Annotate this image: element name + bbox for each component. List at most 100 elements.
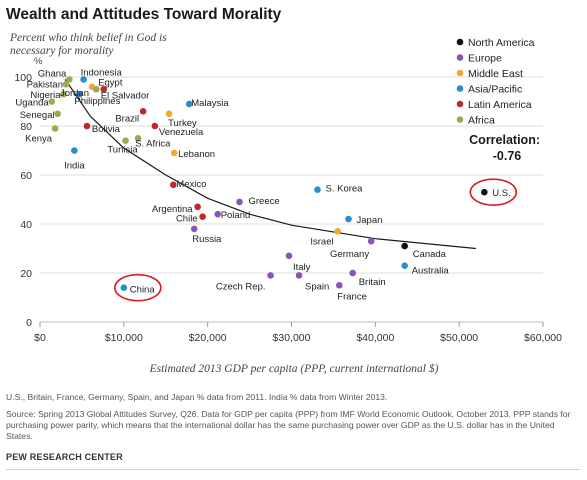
point-mexico [169, 181, 177, 189]
label-jordan: Jordan [60, 88, 89, 99]
point-indonesia [80, 76, 87, 83]
point-el-salvador [100, 85, 108, 93]
point-france [335, 281, 343, 289]
point-venezuela [151, 122, 159, 130]
point-bolivia [83, 122, 91, 130]
legend: North America Europe Middle East Asia/Pacif… [456, 37, 540, 163]
legend-swatch-asia-pacific [456, 85, 464, 92]
point-philippines [76, 90, 83, 98]
y-tick-label: 80 [20, 121, 32, 133]
highlight-layer [114, 178, 518, 302]
label-britain: Britain [359, 277, 386, 288]
point-japan [345, 215, 352, 223]
legend-label-latin-america: Latin America [468, 99, 532, 111]
label-spain: Spain [305, 281, 329, 292]
legend-label-asia-pacific: Asia/Pacific [468, 84, 522, 96]
label-brazil: Brazil [115, 113, 139, 124]
label-israel: Israel [310, 236, 333, 247]
point-india [71, 147, 78, 154]
point-israel [334, 228, 341, 235]
y-tick-label: 60 [20, 170, 32, 182]
point-senegal [54, 110, 61, 118]
label-uganda: Uganda [15, 98, 49, 109]
point-britain [349, 269, 356, 277]
point-nigeria [60, 90, 67, 98]
x-tick-label: $10,000 [105, 332, 143, 344]
point-s-korea [314, 186, 321, 193]
point-canada [401, 242, 408, 250]
highlight-china [114, 273, 162, 302]
label-mexico: Mexico [176, 179, 206, 190]
chart-title: Wealth and Attitudes Toward Morality [6, 6, 282, 23]
point-russia [190, 225, 198, 233]
point-brazil [139, 108, 147, 115]
label-layer: U.S. Canada Greece Poland Russia Italy Czech R… [15, 67, 510, 302]
legend-swatch-north-america [456, 38, 464, 46]
point-chile [199, 213, 206, 220]
label-australia: Australia [412, 266, 450, 277]
point-malaysia [185, 100, 193, 108]
notes: U.S., Britain, France, Germany, Spain, a… [6, 392, 580, 448]
label-chile: Chile [176, 214, 198, 225]
label-ghana: Ghana [38, 68, 67, 79]
scatter-chart: 0 20 40 60 80 100% $0 $10,000 $20,000 $30,000 $40,… [14, 37, 562, 375]
point-uganda [48, 98, 56, 105]
x-axis-title: Estimated 2013 GDP per capita (PPP, curr… [149, 362, 439, 375]
legend-swatch-europe [456, 54, 464, 61]
label-senegal: Senegal [20, 110, 55, 121]
point-lebanon [170, 149, 178, 157]
label-bolivia: Bolivia [92, 124, 121, 135]
point-ghana [66, 76, 73, 83]
axis-layer: 0 20 40 60 80 100% $0 $10,000 $20,000 $30,000 $40,… [14, 56, 562, 375]
label-pakistan: Pakistan [27, 79, 63, 90]
correlation-value: -0.76 [493, 149, 522, 163]
highlight-u-s [469, 178, 518, 206]
label-china: China [130, 285, 156, 296]
legend-label-africa: Africa [468, 115, 495, 127]
point-argentina [194, 203, 201, 211]
label-poland: Poland [221, 210, 251, 221]
note-source: Source: Spring 2013 Global Attitudes Sur… [6, 409, 571, 441]
legend-label-middle-east: Middle East [468, 68, 523, 80]
label-czech-rep: Czech Rep. [216, 281, 266, 292]
label-egypt: Egypt [98, 77, 123, 88]
point-czech-rep [267, 272, 274, 279]
label-italy: Italy [293, 262, 311, 273]
point-poland [214, 210, 222, 218]
x-tick-label: $20,000 [189, 332, 227, 344]
x-tick-label: $50,000 [440, 332, 478, 344]
label-france: France [337, 291, 367, 302]
label-philippines: Philippines [74, 96, 120, 107]
label-lebanon: Lebanon [178, 149, 215, 160]
point-s-africa [134, 134, 142, 142]
point-germany [367, 237, 375, 245]
x-tick-label: $0 [34, 332, 46, 344]
label-nigeria: Nigeria [30, 90, 61, 101]
point-tunisia [122, 137, 129, 144]
label-venezuela: Venezuela [159, 127, 204, 138]
y-tick-label: 100 [14, 72, 32, 84]
label-greece: Greece [249, 196, 280, 207]
note-data-years: U.S., Britain, France, Germany, Spain, a… [6, 392, 388, 402]
trend-curve [64, 79, 476, 250]
y-tick-label: 20 [20, 268, 32, 280]
label-turkey: Turkey [168, 118, 197, 129]
point-greece [236, 198, 243, 206]
chart-subtitle: Percent who think belief in God is neces… [10, 32, 167, 57]
point-china [120, 284, 128, 292]
label-india: India [64, 161, 85, 172]
label-canada: Canada [413, 249, 447, 260]
label-malaysia: Malaysia [191, 98, 229, 109]
point-italy [285, 252, 293, 260]
label-u-s: U.S. [492, 188, 510, 199]
y-tick-label: 40 [20, 219, 32, 231]
source-credit: PEW RESEARCH CENTER [6, 452, 123, 462]
trend-layer [64, 79, 476, 250]
legend-swatch-latin-america [456, 100, 464, 108]
label-tunisia: Tunisia [107, 145, 138, 156]
correlation-label: Correlation: [469, 133, 540, 147]
label-japan: Japan [357, 215, 383, 226]
x-tick-label: $30,000 [273, 332, 311, 344]
point-pakistan [62, 81, 70, 88]
legend-label-north-america: North America [468, 37, 535, 49]
